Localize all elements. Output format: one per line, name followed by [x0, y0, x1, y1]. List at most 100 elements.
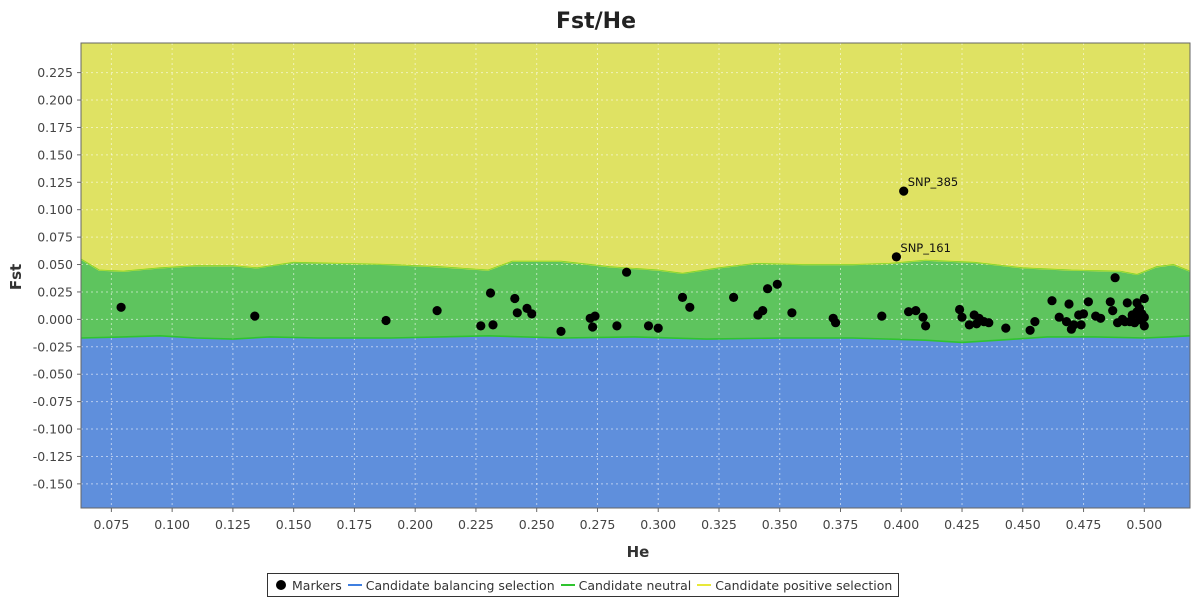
marker-point-13	[588, 322, 598, 332]
marker-point-49	[1061, 317, 1072, 327]
plot-area: SNP_385 SNP_161	[80, 43, 1191, 508]
x-tick-label-16: 0.475	[1066, 517, 1102, 532]
marker-point-15	[612, 321, 622, 331]
marker-point-17	[643, 321, 654, 331]
x-tick-label-7: 0.250	[519, 517, 555, 532]
marker-point-50	[1064, 299, 1074, 309]
marker-point-61	[1110, 273, 1120, 283]
marker-point-47	[1047, 296, 1057, 306]
y-tick-label-6: 0.075	[37, 230, 73, 245]
marker-point-68	[1130, 318, 1140, 328]
y-tick-label-15: -0.150	[33, 476, 73, 491]
marker-point-2	[381, 315, 391, 326]
balancing-selection-region	[81, 335, 1190, 508]
marker-point-29	[877, 311, 887, 321]
marker-point-75	[1139, 293, 1149, 304]
y-tick-label-7: 0.050	[37, 257, 73, 272]
upper-boundary-neutral-edge	[80, 258, 1191, 275]
marker-point-37	[957, 312, 967, 322]
x-tick-label-14: 0.425	[944, 517, 980, 532]
legend-item-markers: Markers	[276, 578, 342, 593]
neutral-line-icon	[560, 584, 575, 586]
y-tick-label-9: 0.000	[37, 312, 73, 327]
x-tick-label-17: 0.500	[1126, 517, 1162, 532]
x-tick-label-10: 0.325	[701, 517, 737, 532]
marker-point-0	[116, 302, 126, 312]
marker-point-10	[527, 309, 537, 319]
legend-label-neutral: Candidate neutral	[578, 577, 692, 593]
marker-point-35	[921, 321, 931, 331]
y-tick-label-8: 0.025	[37, 285, 73, 300]
plot-border	[80, 42, 1191, 509]
x-tick-label-12: 0.375	[823, 517, 859, 532]
balancing-line-icon	[347, 584, 362, 586]
y-tick-label-5: 0.100	[37, 202, 73, 217]
y-tick-label-12: -0.075	[33, 394, 73, 409]
marker-point-36	[955, 304, 965, 315]
marker-dot-icon	[276, 580, 286, 590]
y-tick-label-11: -0.050	[33, 367, 73, 382]
marker-point-48	[1054, 312, 1064, 322]
x-tick-label-11: 0.350	[762, 517, 798, 532]
x-tick-label-9: 0.300	[640, 517, 676, 532]
y-tick-label-13: -0.100	[33, 422, 73, 437]
positive-line-icon	[697, 584, 712, 586]
legend-label-balancing: Candidate balancing selection	[365, 577, 555, 593]
y-tick-label-4: 0.125	[37, 175, 73, 190]
marker-point-60	[1108, 306, 1118, 316]
y-tick-label-3: 0.150	[37, 147, 73, 162]
marker-point-76	[1139, 321, 1149, 331]
marker-point-14	[590, 311, 600, 321]
marker-point-56	[1083, 297, 1093, 307]
marker-point-16	[622, 267, 632, 277]
x-tick-label-6: 0.225	[458, 517, 494, 532]
marker-point-3	[432, 306, 442, 316]
marker-point-32	[904, 307, 914, 317]
marker-point-58	[1096, 313, 1106, 323]
y-tick-label-10: -0.025	[33, 339, 73, 354]
marker-point-46	[1030, 317, 1040, 327]
x-axis-title: He	[627, 543, 650, 561]
marker-point-11	[556, 326, 566, 336]
x-tick-label-13: 0.400	[883, 517, 919, 532]
x-tick-label-4: 0.175	[337, 517, 373, 532]
marker-point-19	[677, 292, 688, 302]
x-tick-label-3: 0.150	[276, 517, 312, 532]
marker-point-38	[964, 320, 974, 330]
marker-point-52	[1069, 320, 1079, 330]
y-axis-title: Fst	[7, 264, 25, 290]
y-tick-label-2: 0.175	[37, 120, 73, 135]
marker-point-33	[911, 306, 921, 316]
marker-point-20	[685, 302, 695, 312]
x-tick-label-8: 0.275	[580, 517, 616, 532]
marker-point-45	[1025, 325, 1035, 335]
marker-point-34	[918, 312, 928, 322]
marker-point-7	[510, 293, 520, 304]
chart-legend: Markers Candidate balancing selection Ca…	[267, 573, 900, 597]
marker-point-55	[1078, 309, 1089, 319]
legend-item-balancing: Candidate balancing selection	[347, 577, 555, 593]
lower-boundary-line	[80, 334, 1191, 344]
marker-point-77	[1139, 312, 1149, 322]
x-tick-label-5: 0.200	[397, 517, 433, 532]
x-tick-label-0: 0.075	[94, 517, 130, 532]
y-tick-label-1: 0.200	[37, 93, 73, 108]
legend-item-positive: Candidate positive selection	[697, 578, 892, 593]
y-tick-label-0: 0.225	[37, 65, 73, 80]
marker-point-25	[772, 279, 782, 289]
marker-point-24	[763, 284, 773, 294]
marker-point-6	[488, 320, 498, 330]
marker-point-43	[984, 318, 994, 328]
legend-label-markers: Markers	[292, 577, 342, 593]
x-tick-label-1: 0.100	[154, 517, 190, 532]
marker-point-4	[476, 321, 486, 331]
marker-point-44	[1001, 323, 1011, 333]
x-tick-label-15: 0.450	[1005, 517, 1041, 532]
marker-point-30	[891, 252, 902, 262]
marker-point-54	[1076, 320, 1086, 330]
chart-title: Fst/He	[556, 9, 636, 34]
marker-point-1	[250, 311, 260, 321]
marker-point-5	[485, 288, 496, 298]
axes: 0.075 0.100 0.125 0.150 0.175 0.200 0.225 0.250…	[33, 42, 1191, 532]
